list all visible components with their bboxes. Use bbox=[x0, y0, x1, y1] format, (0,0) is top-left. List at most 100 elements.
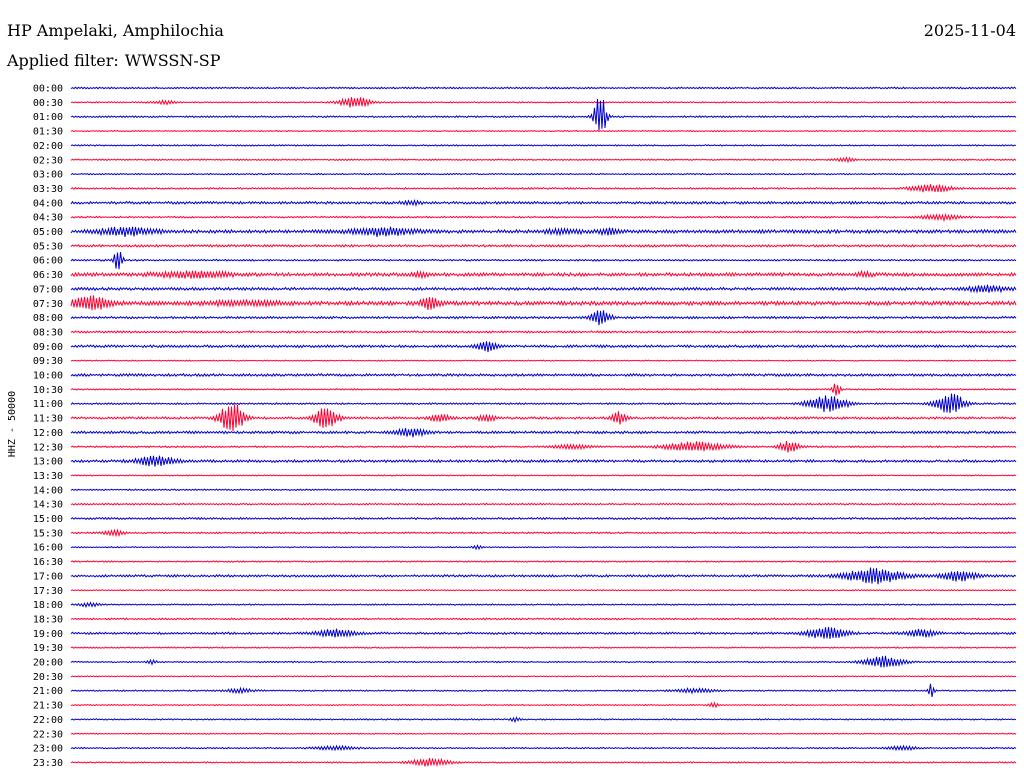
date-label: 2025-11-04 bbox=[923, 21, 1016, 40]
row-time-label: 11:30 bbox=[33, 414, 63, 425]
trace-row bbox=[70, 589, 1017, 592]
row-time-label: 04:00 bbox=[33, 198, 63, 209]
trace-row bbox=[70, 488, 1017, 492]
trace-row bbox=[70, 646, 1017, 650]
trace-row bbox=[70, 156, 1017, 164]
trace-row bbox=[70, 455, 1017, 467]
trace-row bbox=[70, 184, 1017, 193]
row-time-label: 16:30 bbox=[33, 557, 63, 568]
trace-row bbox=[70, 683, 1017, 697]
row-time-label: 00:30 bbox=[33, 98, 63, 109]
trace-row bbox=[70, 383, 1017, 396]
trace-row bbox=[70, 97, 1017, 108]
row-time-label: 11:00 bbox=[33, 399, 63, 410]
row-time-label: 13:30 bbox=[33, 471, 63, 482]
trace-row bbox=[70, 474, 1017, 477]
row-time-label: 00:00 bbox=[33, 84, 63, 95]
row-time-label: 05:30 bbox=[33, 241, 63, 252]
row-labels: 00:00 00:30 01:00 01:30 02:00 02:30 03:00 03:30… bbox=[33, 84, 63, 769]
row-time-label: 09:00 bbox=[33, 342, 63, 353]
trace-row bbox=[70, 427, 1017, 438]
trace-row bbox=[70, 404, 1017, 432]
row-time-label: 09:30 bbox=[33, 356, 63, 367]
row-time-label: 22:00 bbox=[33, 715, 63, 726]
row-time-label: 01:30 bbox=[33, 127, 63, 138]
trace-row bbox=[70, 732, 1017, 735]
trace-row bbox=[70, 655, 1017, 668]
trace-row bbox=[70, 86, 1017, 90]
trace-row bbox=[70, 295, 1017, 311]
trace-row bbox=[70, 601, 1017, 609]
station-title: HP Ampelaki, Amphilochia bbox=[7, 21, 224, 40]
traces bbox=[70, 86, 1017, 768]
row-time-label: 14:00 bbox=[33, 485, 63, 496]
row-time-label: 06:00 bbox=[33, 256, 63, 267]
row-time-label: 22:30 bbox=[33, 729, 63, 740]
trace-row bbox=[70, 675, 1017, 678]
row-time-label: 07:00 bbox=[33, 284, 63, 295]
trace-row bbox=[70, 284, 1017, 294]
row-time-label: 20:00 bbox=[33, 658, 63, 669]
row-time-label: 05:00 bbox=[33, 227, 63, 238]
trace-row bbox=[70, 744, 1017, 752]
row-time-label: 18:00 bbox=[33, 600, 63, 611]
row-time-label: 01:00 bbox=[33, 112, 63, 123]
trace-row bbox=[70, 627, 1017, 639]
row-time-label: 02:30 bbox=[33, 155, 63, 166]
trace-row bbox=[70, 251, 1017, 270]
row-time-label: 15:00 bbox=[33, 514, 63, 525]
row-time-label: 07:30 bbox=[33, 299, 63, 310]
filter-value: WWSSN-SP bbox=[124, 51, 221, 70]
row-time-label: 08:30 bbox=[33, 327, 63, 338]
trace-row bbox=[70, 716, 1017, 724]
row-time-label: 10:00 bbox=[33, 371, 63, 382]
row-time-label: 14:30 bbox=[33, 500, 63, 511]
trace-row bbox=[70, 372, 1017, 378]
row-time-label: 02:00 bbox=[33, 141, 63, 152]
row-time-label: 20:30 bbox=[33, 672, 63, 683]
trace-row bbox=[70, 330, 1017, 334]
row-time-label: 12:00 bbox=[33, 428, 63, 439]
row-time-label: 21:00 bbox=[33, 686, 63, 697]
trace-row bbox=[70, 172, 1017, 176]
row-time-label: 19:30 bbox=[33, 643, 63, 654]
trace-row bbox=[70, 528, 1017, 538]
trace-row bbox=[70, 310, 1017, 326]
y-axis-label: HHZ - 50000 bbox=[7, 391, 18, 457]
row-time-label: 06:30 bbox=[33, 270, 63, 281]
row-time-label: 10:30 bbox=[33, 385, 63, 396]
trace-row bbox=[70, 567, 1017, 585]
trace-row bbox=[70, 544, 1017, 551]
row-time-label: 15:30 bbox=[33, 528, 63, 539]
row-time-label: 03:00 bbox=[33, 170, 63, 181]
row-time-label: 08:00 bbox=[33, 313, 63, 324]
row-time-label: 21:30 bbox=[33, 701, 63, 712]
row-time-label: 23:30 bbox=[33, 758, 63, 769]
filter-label: Applied filter: bbox=[7, 51, 119, 70]
trace-row bbox=[70, 560, 1017, 563]
trace-row bbox=[70, 502, 1017, 506]
filter-line: Applied filter: WWSSN-SP bbox=[7, 52, 220, 70]
row-time-label: 17:00 bbox=[33, 571, 63, 582]
trace-row bbox=[70, 212, 1017, 223]
row-time-label: 23:00 bbox=[33, 744, 63, 755]
trace-row bbox=[70, 269, 1017, 280]
trace-row bbox=[70, 243, 1017, 248]
trace-row bbox=[70, 701, 1017, 709]
trace-row bbox=[70, 393, 1017, 414]
trace-row bbox=[70, 98, 1017, 131]
trace-row bbox=[70, 129, 1017, 133]
trace-row bbox=[70, 757, 1017, 768]
row-time-label: 04:30 bbox=[33, 213, 63, 224]
trace-row bbox=[70, 198, 1017, 207]
row-time-label: 12:30 bbox=[33, 442, 63, 453]
row-time-label: 03:30 bbox=[33, 184, 63, 195]
row-time-label: 16:00 bbox=[33, 543, 63, 554]
row-time-label: 19:00 bbox=[33, 629, 63, 640]
trace-row bbox=[70, 359, 1017, 362]
trace-row bbox=[70, 341, 1017, 353]
row-time-label: 18:30 bbox=[33, 614, 63, 625]
trace-row bbox=[70, 144, 1017, 147]
trace-row bbox=[70, 226, 1017, 237]
